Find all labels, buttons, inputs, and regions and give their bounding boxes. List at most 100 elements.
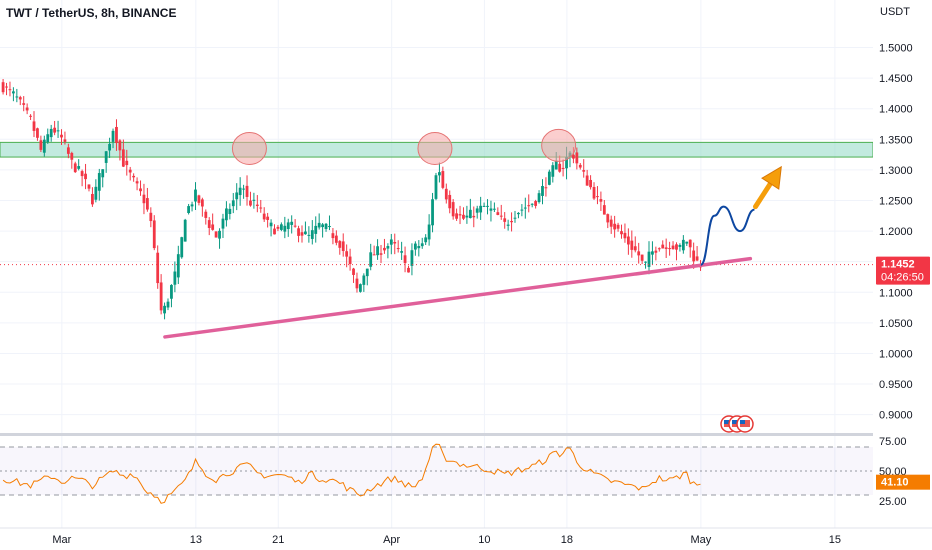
rsi-tick-label: 25.00 (879, 496, 907, 508)
candle-body (135, 181, 139, 184)
candle-body (108, 143, 111, 151)
candle-body (365, 268, 369, 277)
candle-body (678, 244, 682, 247)
candle-body (249, 200, 252, 206)
candle-body (393, 241, 397, 244)
candle-body (403, 255, 407, 264)
candle-body (53, 127, 57, 133)
candle-body (307, 234, 311, 236)
candle-body (620, 231, 623, 235)
projection-arrow-head[interactable] (761, 165, 782, 190)
candle-body (359, 284, 362, 292)
candle-body (11, 91, 15, 94)
price-tick-label: 1.1000 (879, 287, 913, 299)
candle-body (675, 244, 678, 250)
candle-body (510, 220, 513, 223)
candle-body (475, 208, 479, 213)
candle-body (204, 211, 208, 218)
candle-body (70, 152, 74, 160)
candle-body (355, 278, 359, 289)
candle-body (317, 222, 321, 228)
candle-body (492, 208, 496, 210)
candle-body (18, 97, 22, 100)
candle-body (87, 184, 91, 189)
candle-body (664, 247, 668, 249)
annotations[interactable] (163, 128, 782, 339)
candle-body (187, 206, 191, 213)
candle-body (565, 157, 568, 169)
candle-body (541, 186, 544, 196)
candle-body (599, 199, 603, 202)
price-tick-label: 0.9000 (879, 410, 913, 422)
peak-circle[interactable] (231, 131, 267, 165)
candle-body (139, 188, 142, 192)
candle-body (458, 214, 462, 216)
candle-body (283, 225, 287, 232)
candle-body (276, 226, 280, 229)
candle-body (613, 223, 617, 230)
time-axis-label: May (690, 534, 711, 546)
price-candles (0, 78, 873, 320)
candle-body (252, 199, 256, 201)
candle-body (369, 252, 373, 267)
candle-body (654, 250, 658, 253)
candle-body (77, 166, 81, 169)
candle-body (513, 217, 517, 219)
candle-body (29, 115, 32, 117)
candle-body (149, 212, 153, 222)
economic-events-icon[interactable] (720, 415, 754, 433)
projection-arrow-shaft[interactable] (753, 178, 775, 210)
candle-body (314, 225, 318, 234)
candle-body (259, 207, 263, 209)
candle-body (5, 86, 8, 88)
candle-body (231, 200, 235, 207)
candle-body (200, 199, 204, 207)
peak-circle[interactable] (541, 128, 577, 162)
candle-body (345, 251, 349, 257)
price-tick-label: 1.0500 (879, 318, 913, 330)
candle-body (166, 301, 170, 308)
candle-body (585, 175, 589, 186)
candle-body (84, 173, 87, 180)
candle-body (668, 248, 672, 250)
countdown-label: 04:26:50 (881, 272, 924, 284)
candle-body (348, 256, 352, 265)
candle-body (331, 233, 335, 239)
currency-label[interactable]: USDT (880, 6, 910, 18)
peak-circle[interactable] (417, 131, 453, 165)
candle-body (300, 232, 304, 236)
candle-body (389, 239, 393, 245)
candle-body (334, 235, 338, 243)
flag-icon-canton (740, 420, 745, 424)
candle-body (211, 224, 215, 230)
rsi-value-label: 41.10 (881, 477, 909, 489)
candle-body (297, 228, 300, 236)
candle-body (183, 219, 187, 242)
support-trendline[interactable] (163, 256, 753, 339)
candle-body (104, 151, 108, 163)
pane-divider[interactable] (0, 433, 873, 436)
time-axis-label: Apr (383, 534, 400, 546)
candle-body (671, 245, 675, 250)
candle-body (273, 228, 276, 235)
candle-body (60, 134, 63, 138)
symbol-title[interactable]: TWT / TetherUS, 8h, BINANCE (6, 6, 177, 20)
candle-body (73, 163, 77, 173)
candle-body (36, 128, 39, 138)
candle-body (190, 204, 194, 207)
candle-body (420, 243, 424, 247)
candle-body (125, 160, 129, 166)
candle-body (544, 187, 548, 189)
candle-body (520, 209, 524, 211)
candle-body (616, 224, 620, 229)
projection-curve[interactable] (699, 205, 755, 266)
candle-body (228, 208, 232, 215)
candle-body (207, 220, 211, 228)
candle-body (424, 237, 428, 243)
candle-body (609, 219, 613, 227)
candle-body (451, 202, 455, 217)
candle-body (523, 207, 527, 209)
candle-body (376, 246, 379, 256)
